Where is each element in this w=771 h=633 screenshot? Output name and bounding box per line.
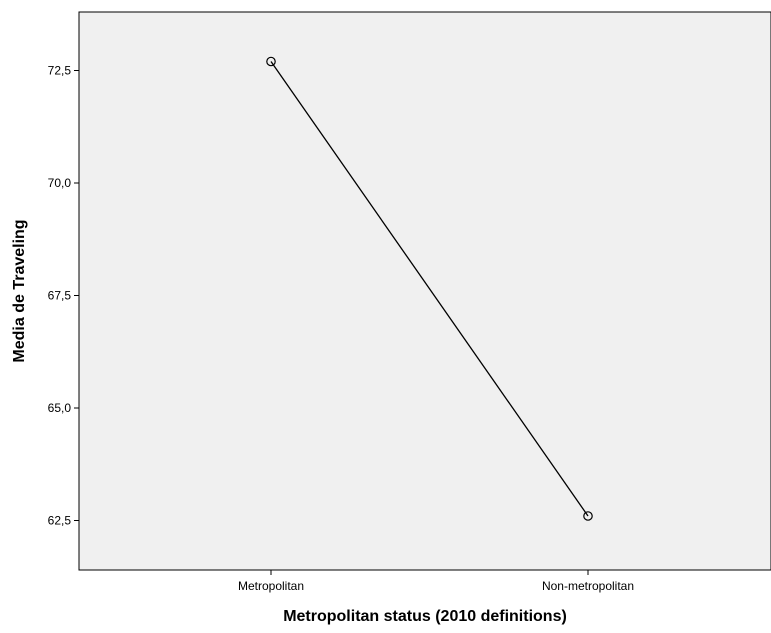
y-axis: 62,5 65,0 67,5 70,0 72,5 bbox=[48, 64, 79, 528]
series-line bbox=[270, 61, 589, 517]
x-axis: Metropolitan Non-metropolitan bbox=[238, 570, 634, 593]
x-axis-title: Metropolitan status (2010 definitions) bbox=[283, 608, 567, 625]
y-axis-title: Media de Traveling bbox=[11, 219, 28, 362]
y-tick-label: 70,0 bbox=[48, 176, 72, 190]
y-tick-label: 65,0 bbox=[48, 401, 72, 415]
series-layer bbox=[266, 56, 593, 521]
y-tick-label: 72,5 bbox=[48, 64, 72, 78]
y-tick-label: 62,5 bbox=[48, 514, 72, 528]
x-tick-label: Non-metropolitan bbox=[542, 579, 634, 593]
y-tick-label: 67,5 bbox=[48, 289, 72, 303]
x-tick-label: Metropolitan bbox=[238, 579, 304, 593]
data-point bbox=[266, 56, 276, 67]
data-point bbox=[583, 511, 593, 521]
plot-area bbox=[78, 11, 771, 571]
